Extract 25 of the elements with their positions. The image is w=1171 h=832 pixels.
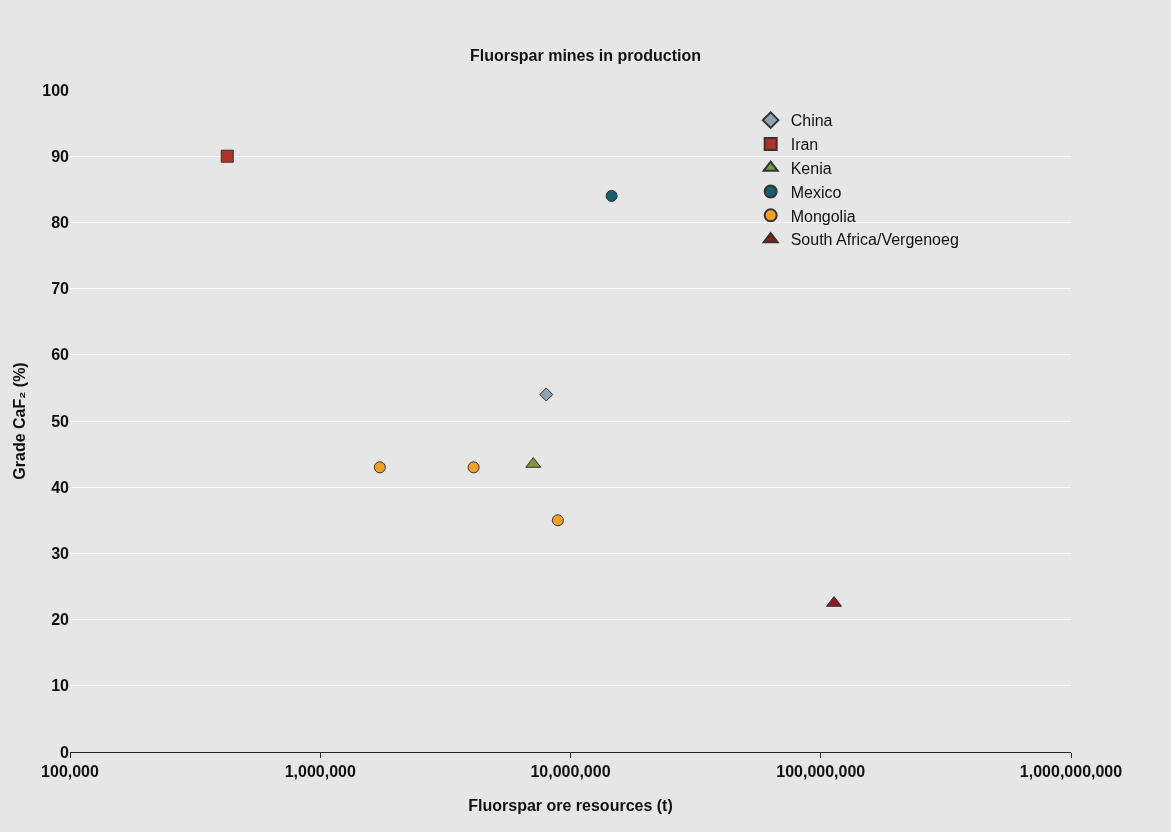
y-axis-title: Grade CaF₂ (%) (11, 362, 29, 480)
x-tick-label: 1,000,000,000 (1019, 763, 1123, 781)
chart-title: Fluorspar mines in production (469, 47, 702, 65)
y-tick-label: 70 (51, 280, 70, 298)
legend-label: China (790, 112, 833, 130)
y-tick-label: 60 (51, 346, 70, 364)
x-tick-label: 10,000,000 (530, 763, 611, 781)
y-tick-label: 20 (51, 611, 70, 629)
y-tick-label: 10 (51, 677, 70, 695)
y-tick-label: 90 (51, 147, 70, 165)
legend-label: Mongolia (790, 207, 856, 225)
y-tick-label: 50 (51, 412, 70, 430)
legend-label: South Africa/Vergenoeg (790, 231, 959, 249)
legend-label: Mexico (790, 183, 842, 201)
x-tick-label: 100,000 (41, 763, 100, 781)
x-axis-title: Fluorspar ore resources (t) (468, 796, 673, 814)
legend-label: Iran (790, 136, 819, 154)
y-tick-label: 0 (60, 743, 70, 761)
y-tick-label: 30 (51, 545, 70, 562)
y-tick-label: 100 (42, 81, 70, 99)
y-tick-label: 40 (51, 478, 70, 496)
legend-label: Kenia (790, 159, 832, 177)
y-tick-label: 80 (51, 214, 70, 231)
x-tick-label: 1,000,000 (284, 763, 356, 781)
x-tick-label: 100,000,000 (776, 763, 866, 781)
